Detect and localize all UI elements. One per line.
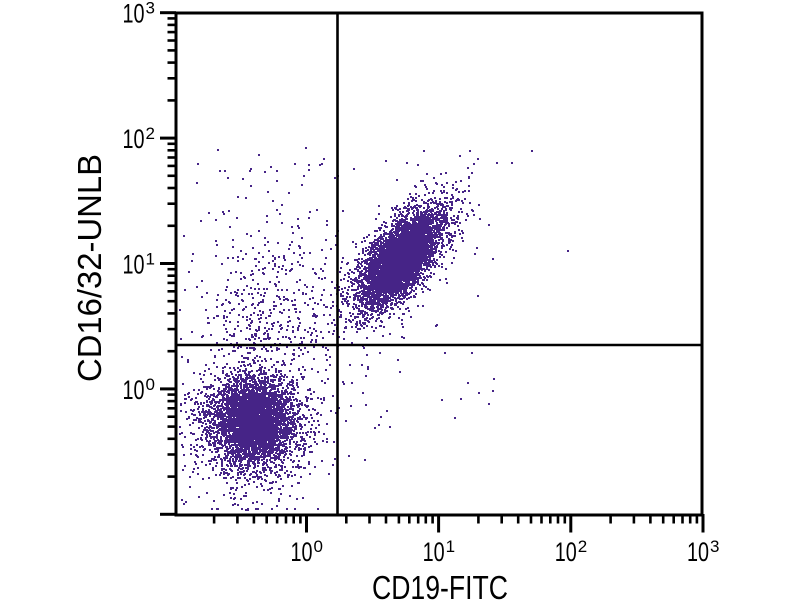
svg-text:2: 2 — [146, 124, 155, 143]
svg-text:10: 10 — [687, 537, 709, 567]
svg-text:10: 10 — [123, 124, 145, 154]
svg-text:0: 0 — [146, 375, 155, 394]
svg-text:10: 10 — [291, 537, 313, 567]
svg-text:10: 10 — [423, 537, 445, 567]
svg-text:10: 10 — [123, 0, 145, 29]
svg-text:1: 1 — [146, 250, 155, 269]
svg-text:2: 2 — [578, 537, 587, 556]
svg-text:3: 3 — [146, 0, 155, 18]
svg-text:CD16/32-UNLB: CD16/32-UNLB — [71, 154, 108, 382]
svg-text:0: 0 — [314, 537, 323, 556]
svg-text:10: 10 — [123, 375, 145, 405]
svg-text:10: 10 — [555, 537, 577, 567]
svg-text:3: 3 — [710, 537, 719, 556]
svg-text:CD19-FITC: CD19-FITC — [372, 569, 508, 600]
svg-text:1: 1 — [446, 537, 455, 556]
svg-text:10: 10 — [123, 250, 145, 280]
